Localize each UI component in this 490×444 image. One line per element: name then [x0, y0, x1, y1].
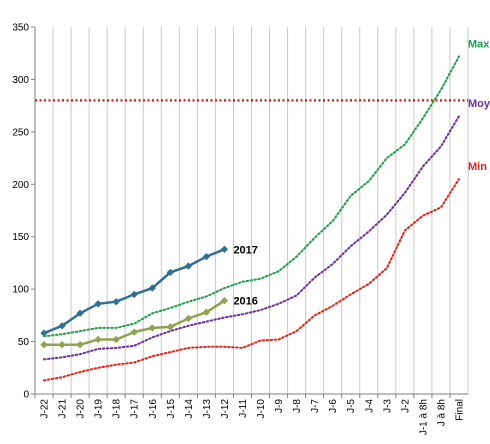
x-tick-label: J-8 [292, 399, 303, 413]
data-point-2016 [202, 308, 211, 316]
series-label-min: Min [468, 161, 487, 173]
data-point-2016 [148, 324, 156, 332]
x-tick-label: J-16 [148, 399, 159, 419]
x-tick-label: J-14 [184, 399, 195, 419]
y-tick-label: 150 [12, 232, 29, 243]
data-point-2017 [184, 262, 193, 270]
series-line-max [43, 55, 460, 338]
data-point-2016 [58, 341, 66, 349]
x-axis-ticks: J-22 J-21 J-20 J-19 J-18 J-17 J-16 J-15 J-14 J-13… [34, 394, 465, 435]
series-line-min [43, 178, 460, 382]
data-point-2017 [76, 309, 84, 317]
x-tick-label: J-22 [40, 399, 51, 419]
y-tick-label: 350 [12, 23, 29, 34]
y-tick-label: 0 [23, 390, 29, 401]
x-tick-label: J-13 [202, 399, 213, 419]
data-point-2016 [40, 341, 48, 349]
data-point-2017 [202, 252, 211, 261]
x-tick-label: J-4 [364, 399, 375, 413]
data-point-2017 [166, 268, 174, 277]
x-tick-label: J-6 [328, 399, 339, 413]
data-point-2017 [112, 298, 120, 306]
x-tick-label: J-20 [76, 399, 87, 419]
data-point-2016 [184, 314, 193, 323]
x-tick-label: J-3 [382, 399, 393, 413]
data-point-2016 [94, 335, 102, 344]
series-label-moy: Moy [468, 98, 490, 110]
x-tick-label: J-2 [400, 399, 411, 413]
x-tick-label: J-18 [112, 399, 123, 419]
vertical-gridlines [34, 27, 469, 394]
data-point-2017 [130, 290, 138, 299]
series-labels: 2017 2016 Max Moy Min [233, 38, 490, 307]
x-tick-label: J à 8h [436, 399, 447, 426]
series-label-max: Max [468, 38, 490, 50]
y-tick-label: 300 [12, 75, 29, 86]
x-tick-label: J-17 [130, 399, 141, 419]
x-tick-label: J-5 [346, 399, 357, 413]
data-point-2017 [220, 245, 229, 253]
y-tick-label: 100 [12, 285, 29, 296]
data-point-2017 [40, 329, 48, 337]
y-axis-ticks: 0 50 100 150 200 250 300 350 [12, 23, 35, 401]
series-label-2016: 2016 [233, 296, 257, 308]
data-point-2016 [130, 328, 138, 336]
x-tick-label: J-21 [58, 399, 69, 419]
x-tick-label: J-7 [310, 399, 321, 413]
y-tick-label: 50 [18, 337, 30, 348]
x-tick-label: J-19 [94, 399, 105, 419]
y-tick-label: 250 [12, 127, 29, 138]
x-tick-label: J-12 [220, 399, 231, 419]
x-tick-label: Final [454, 399, 465, 421]
data-point-2016 [112, 335, 120, 344]
y-tick-label: 200 [12, 180, 29, 191]
data-point-2017 [58, 322, 66, 330]
x-tick-label: J-1 à 8h [418, 399, 429, 435]
x-tick-label: J-15 [166, 399, 177, 419]
x-tick-label: J-10 [256, 399, 267, 419]
data-point-2016 [76, 341, 84, 349]
x-tick-label: J-9 [274, 399, 285, 413]
data-point-2016 [220, 297, 229, 305]
series-line-moy [43, 115, 460, 361]
x-tick-label: J-11 [238, 399, 249, 418]
series-label-2017: 2017 [233, 244, 257, 256]
data-point-2017 [148, 284, 156, 292]
